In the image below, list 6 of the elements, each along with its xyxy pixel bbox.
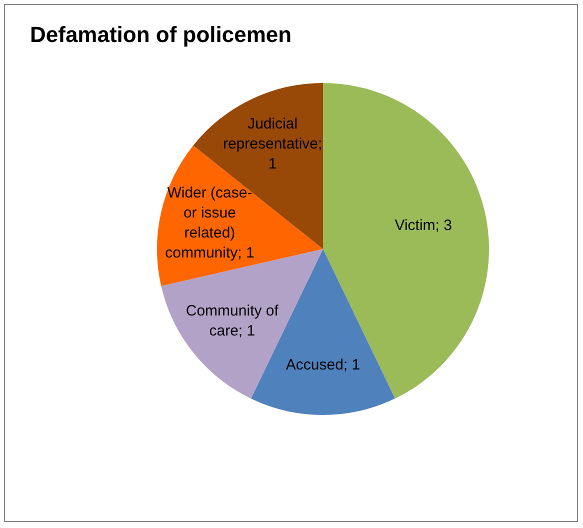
- chart-title: Defamation of policemen: [30, 22, 292, 48]
- slice-label: Wider (case- or issue related) community; 1: [165, 184, 254, 262]
- slice-label: Community of care; 1: [186, 302, 280, 340]
- slice-label: Accused; 1: [286, 356, 360, 374]
- slice-label: Victim; 3: [394, 217, 452, 234]
- slice-label: Judicial representative; 1: [222, 115, 322, 172]
